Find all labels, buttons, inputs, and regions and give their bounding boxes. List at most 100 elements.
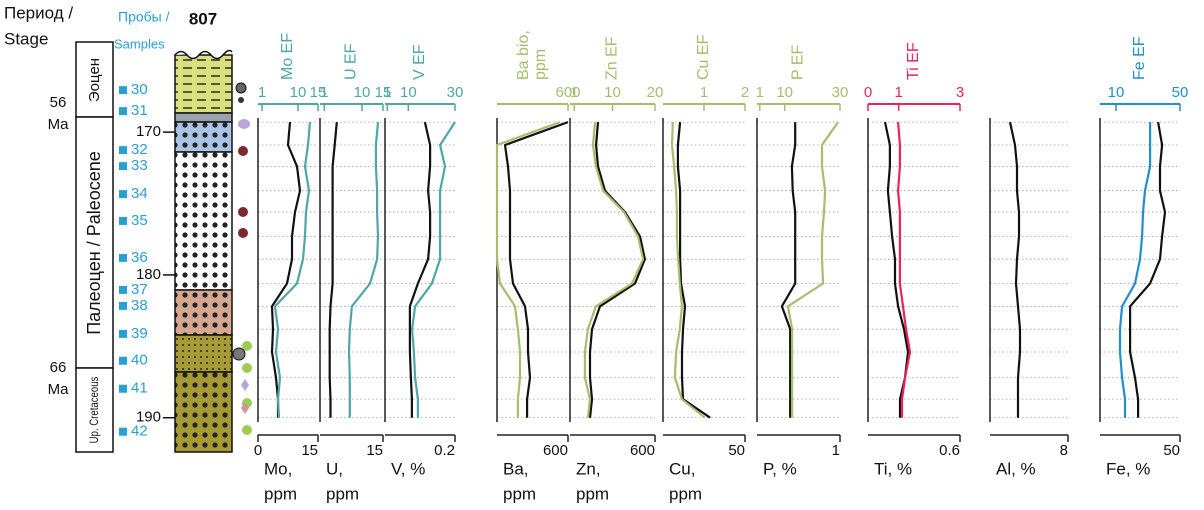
x2-tick-label: 50 xyxy=(1172,84,1189,101)
x-axis-label: Mo, xyxy=(264,459,292,478)
x-axis-label: Cu, xyxy=(669,459,695,478)
figure: Период / Stage Пробы / Samples 807 Эоцен… xyxy=(0,0,1204,510)
profile-line xyxy=(678,122,710,418)
x2-tick-label: 1 xyxy=(383,84,391,101)
x2-tick-label: 1 xyxy=(756,84,764,101)
x2-tick-label: 10 xyxy=(354,84,371,101)
profile-line xyxy=(330,122,337,418)
x2-tick-label: 1 xyxy=(258,84,266,101)
sample-marker xyxy=(119,286,127,294)
samples-header: Samples xyxy=(114,36,165,51)
sample-label: 32 xyxy=(131,141,148,158)
sample-marker xyxy=(119,385,127,393)
x2-axis-label: Cu EF xyxy=(695,34,712,80)
profile-line xyxy=(1130,122,1165,418)
sample-label: 33 xyxy=(131,157,148,174)
x-tick-label: 50 xyxy=(728,442,745,459)
stage-label: Up. Cretaceous xyxy=(88,376,101,443)
sample-marker xyxy=(119,86,127,94)
sample-marker xyxy=(119,162,127,170)
sample-label: 30 xyxy=(131,81,148,98)
x-axis-label: Al, % xyxy=(996,459,1036,478)
x-axis-label: ppm xyxy=(264,484,297,503)
samples-header: Пробы / xyxy=(118,9,170,25)
sample-label: 39 xyxy=(131,325,148,342)
x2-axis-label: Fe EF xyxy=(1131,36,1148,80)
age-unit: Ma xyxy=(48,381,69,398)
x-axis-label: ppm xyxy=(576,484,609,503)
section-number: 807 xyxy=(189,9,217,28)
x2-tick-label: 10 xyxy=(604,84,621,101)
sample-label: 42 xyxy=(131,423,148,440)
age-label: 66 xyxy=(50,359,67,376)
sample-marker xyxy=(119,190,127,198)
x-tick-label: 15 xyxy=(301,442,318,459)
sample-label: 41 xyxy=(131,380,148,397)
x-axis-label: P, % xyxy=(763,459,797,478)
x2-tick-label: 10 xyxy=(400,84,417,101)
profile-line xyxy=(410,122,430,418)
sample-marker xyxy=(119,357,127,365)
sample-marker xyxy=(119,428,127,436)
sample-marker xyxy=(119,107,127,115)
profile-line xyxy=(275,122,310,418)
x-tick-label: 0.2 xyxy=(434,442,455,459)
depth-tick-label: 170 xyxy=(136,123,161,140)
x2-tick-label: 30 xyxy=(832,84,849,101)
x2-tick-label: 0 xyxy=(864,84,872,101)
x-tick-label: 50 xyxy=(1163,442,1180,459)
x2-axis-label: Ti EF xyxy=(905,42,922,80)
stage-label: Палеоцен / Paleocene xyxy=(84,151,104,335)
sample-label: 40 xyxy=(131,352,148,369)
x2-axis-label: Zn EF xyxy=(604,36,621,80)
x2-tick-label: 3 xyxy=(956,84,964,101)
x2-tick-label: 1 xyxy=(894,84,902,101)
profile-line xyxy=(590,122,645,418)
stage-header: Stage xyxy=(4,29,48,48)
lithology-column xyxy=(175,51,232,452)
x2-tick-label: 1 xyxy=(320,84,328,101)
sample-marker xyxy=(119,217,127,225)
x-tick-label: 8 xyxy=(1060,442,1068,459)
sample-marker xyxy=(119,254,127,262)
x-axis-label: Zn, xyxy=(576,459,601,478)
sample-label: 38 xyxy=(131,297,148,314)
sample-label: 36 xyxy=(131,249,148,266)
x2-axis-label: P EF xyxy=(790,45,807,81)
x-tick-label: 15 xyxy=(366,442,383,459)
sample-label: 37 xyxy=(131,281,148,298)
x2-tick-label: 10 xyxy=(776,84,793,101)
sample-label: 31 xyxy=(131,102,148,119)
sample-marker xyxy=(119,146,127,154)
x2-axis-label: ppm xyxy=(532,49,549,80)
x2-tick-label: 30 xyxy=(447,84,464,101)
sample-label: 34 xyxy=(131,185,148,202)
x-tick-label: 1 xyxy=(832,442,840,459)
x-tick-label: 0 xyxy=(254,442,262,459)
x-axis-label: ppm xyxy=(503,484,536,503)
x-axis-label: Ti, % xyxy=(874,459,912,478)
x-axis-label: U, xyxy=(326,459,343,478)
x2-tick-label: 20 xyxy=(647,84,664,101)
age-label: 56 xyxy=(50,94,67,111)
x2-tick-label: 10 xyxy=(1108,84,1125,101)
x2-tick-label: 2 xyxy=(741,84,749,101)
sample-marker xyxy=(119,330,127,338)
x2-axis-label: Ba bio, xyxy=(515,30,532,80)
sample-marker xyxy=(119,302,127,310)
x2-tick-label: 1 xyxy=(570,84,578,101)
x-tick-label: 600 xyxy=(630,442,655,459)
x-axis-label: Ba, xyxy=(503,459,529,478)
x2-axis-label: V EF xyxy=(411,44,428,80)
x2-axis-label: U EF xyxy=(343,43,360,80)
x-tick-label: 600 xyxy=(543,442,568,459)
sample-label: 35 xyxy=(131,212,148,229)
age-unit: Ma xyxy=(48,116,69,133)
x-axis-label: ppm xyxy=(669,484,702,503)
stage-label: Эоцен xyxy=(86,58,103,102)
fossil-symbols xyxy=(233,83,252,435)
x2-axis-label: Mo EF xyxy=(279,33,296,80)
x-tick-label: 0.6 xyxy=(939,442,960,459)
x-axis-label: Fe, % xyxy=(1106,459,1150,478)
x-axis-label: ppm xyxy=(326,484,359,503)
